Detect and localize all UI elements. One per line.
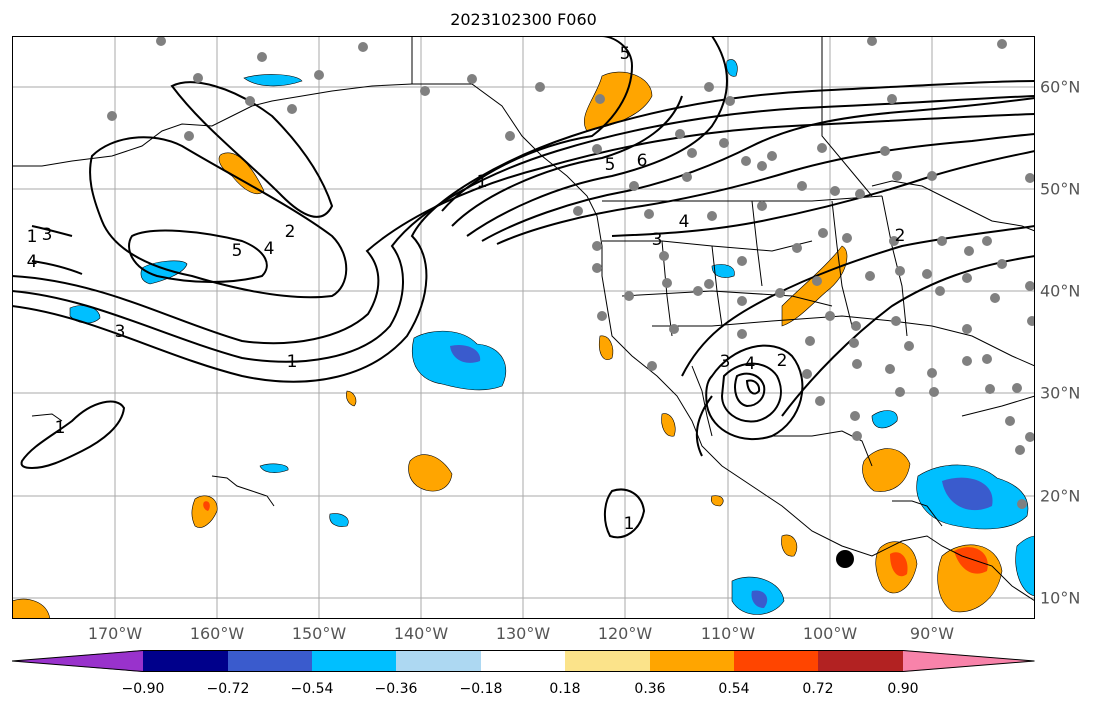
colorbar-swatch xyxy=(650,650,734,672)
lat-label: 40°N xyxy=(1040,281,1081,301)
contour-label: 1 xyxy=(624,514,635,534)
contour-label: 1 xyxy=(477,172,488,192)
anomaly-shading xyxy=(12,59,1035,619)
station-markers xyxy=(107,36,1035,509)
colorbar-label: 0.90 xyxy=(887,681,919,697)
lon-label: 90°W xyxy=(909,624,955,643)
colorbar-label: −0.72 xyxy=(206,681,250,697)
colorbar-label: −0.90 xyxy=(121,681,165,697)
colorbar-swatch xyxy=(565,650,650,672)
lon-label: 170°W xyxy=(87,624,143,643)
colorbar-swatch xyxy=(734,650,818,672)
contour-label: 1 xyxy=(287,352,298,372)
colorbar-label: −0.18 xyxy=(459,681,503,697)
lat-label: 50°N xyxy=(1040,179,1081,199)
contour-label: 4 xyxy=(745,354,756,374)
colorbar-label: −0.36 xyxy=(374,681,418,697)
colorbar-label: 0.18 xyxy=(549,681,581,697)
lon-label: 160°W xyxy=(189,624,245,643)
lon-label: 110°W xyxy=(700,624,756,643)
contour-label: 2 xyxy=(777,351,788,371)
colorbar-label: −0.54 xyxy=(290,681,334,697)
colorbar-swatch xyxy=(903,650,1035,672)
contour-label: 4 xyxy=(27,252,38,272)
contour-label: 3 xyxy=(115,322,126,342)
contour-label: 3 xyxy=(42,225,53,245)
contour-lines xyxy=(12,36,1035,539)
lat-label: 30°N xyxy=(1040,383,1081,403)
contour-label: 1 xyxy=(55,418,66,438)
contour-label: 3 xyxy=(652,230,663,250)
lon-label: 150°W xyxy=(291,624,347,643)
colorbar-label: 0.54 xyxy=(718,681,750,697)
contour-labels: 1 1 1 1 1 2 2 2 3 3 3 3 4 4 4 4 5 5 5 6 xyxy=(27,44,906,534)
contour-label: 1 xyxy=(27,227,38,247)
lon-label: 140°W xyxy=(393,624,449,643)
contour-label: 5 xyxy=(605,155,616,175)
map-panel: 1 1 1 1 1 2 2 2 3 3 3 3 4 4 4 4 5 5 5 6 xyxy=(12,36,1035,619)
colorbar-swatch xyxy=(312,650,396,672)
contour-label: 6 xyxy=(637,151,648,171)
colorbar-swatch xyxy=(228,650,312,672)
lat-label: 10°N xyxy=(1040,588,1081,608)
map-title: 2023102300 F060 xyxy=(450,10,597,29)
colorbar-label: 0.36 xyxy=(634,681,666,697)
colorbar-swatch xyxy=(12,650,143,672)
lat-label: 60°N xyxy=(1040,77,1081,97)
storm-marker xyxy=(836,550,854,568)
lon-label: 100°W xyxy=(802,624,858,643)
colorbar-label: 0.72 xyxy=(802,681,834,697)
colorbar xyxy=(12,650,1035,672)
contour-label: 3 xyxy=(720,352,731,372)
contour-label: 5 xyxy=(232,241,243,261)
lon-label: 130°W xyxy=(495,624,551,643)
contour-label: 2 xyxy=(285,222,296,242)
lat-lon-grid xyxy=(12,36,1035,619)
contour-label: 2 xyxy=(895,226,906,246)
contour-label: 4 xyxy=(679,212,690,232)
colorbar-swatch xyxy=(818,650,903,672)
colorbar-swatch xyxy=(143,650,228,672)
colorbar-swatch xyxy=(396,650,481,672)
contour-label: 5 xyxy=(620,44,631,64)
colorbar-swatch xyxy=(481,650,565,672)
lat-label: 20°N xyxy=(1040,486,1081,506)
colorbar-outline xyxy=(12,650,1035,672)
contour-label: 4 xyxy=(264,239,275,259)
lon-label: 120°W xyxy=(597,624,653,643)
